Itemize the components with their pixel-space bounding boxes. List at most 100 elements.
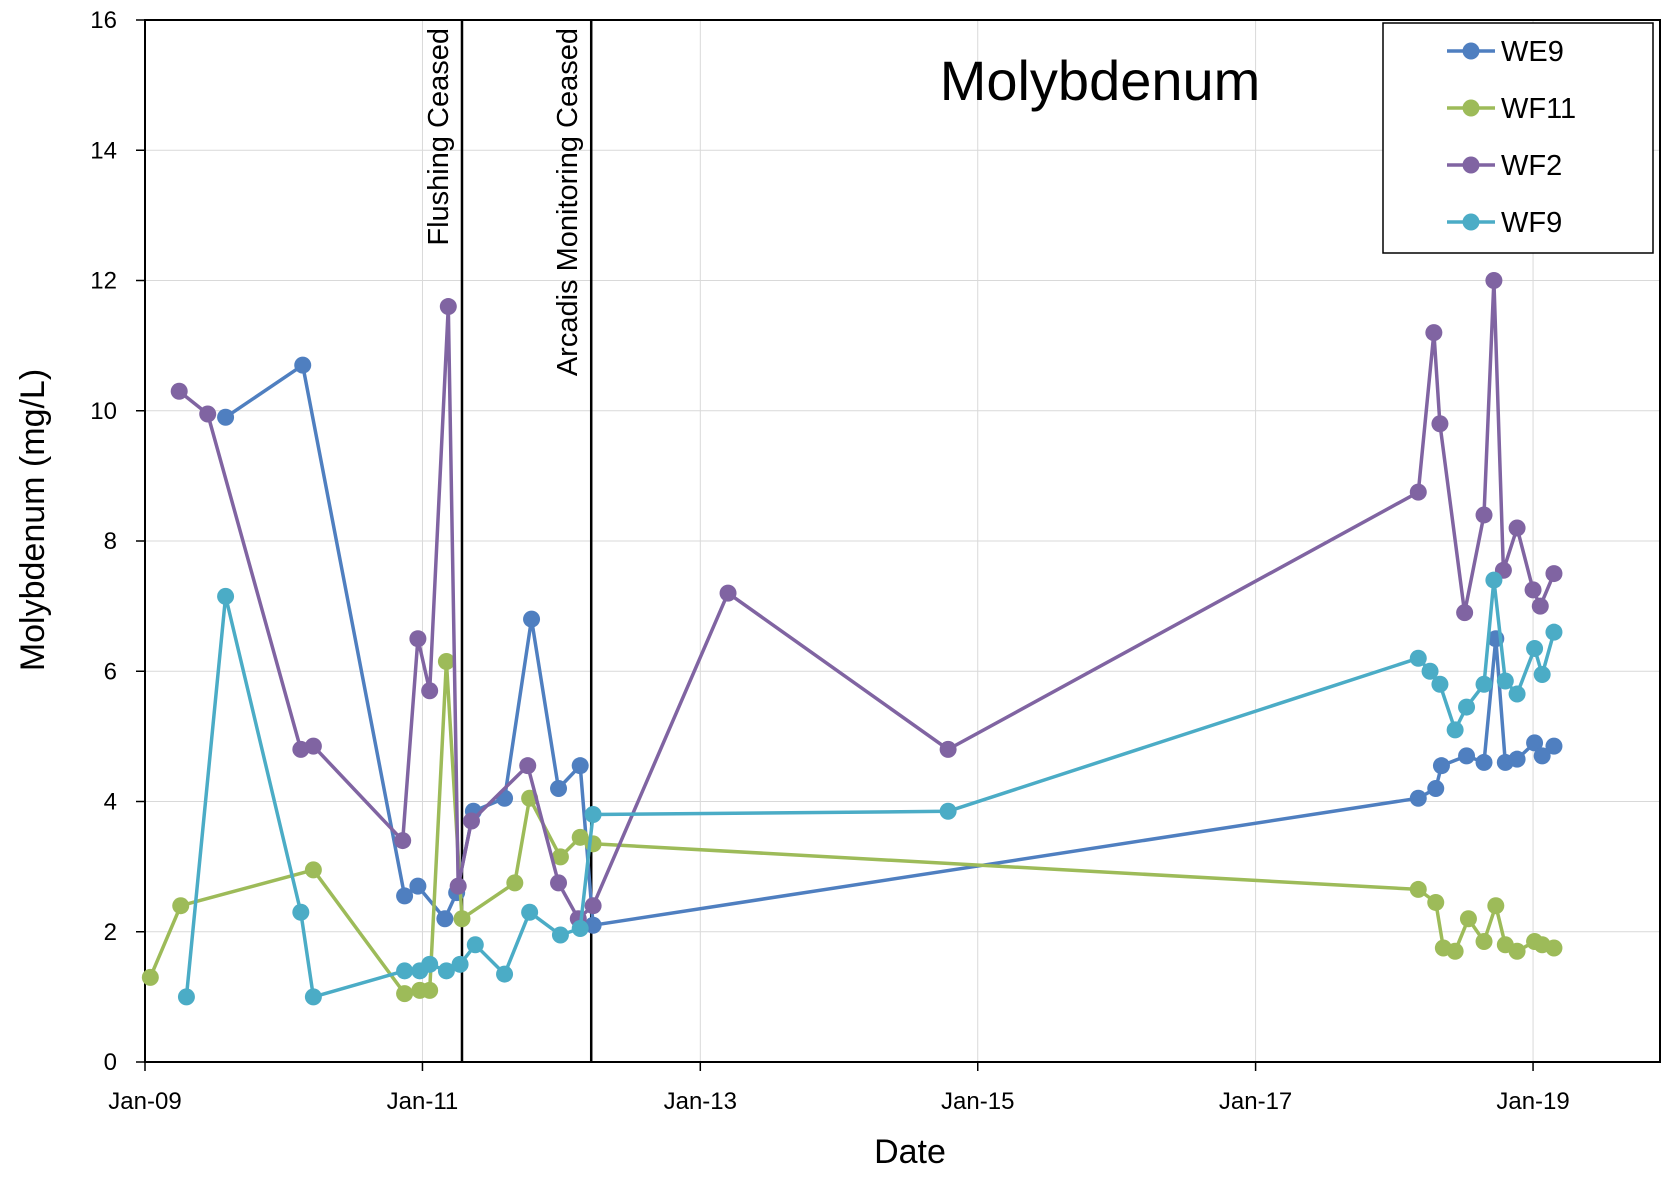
data-point — [217, 587, 235, 605]
data-point — [584, 835, 602, 853]
data-point — [437, 652, 455, 670]
data-point — [1409, 789, 1427, 807]
data-point — [1409, 649, 1427, 667]
data-point — [939, 802, 957, 820]
data-point — [571, 919, 589, 937]
data-point — [436, 910, 454, 928]
legend-swatch-marker — [1462, 213, 1480, 231]
data-point — [1496, 672, 1514, 690]
data-point — [1531, 597, 1549, 615]
data-point — [409, 630, 427, 648]
data-point — [170, 382, 188, 400]
annotation-label: Flushing Ceased — [423, 28, 455, 246]
y-axis-title: Molybdenum (mg/L) — [14, 369, 52, 671]
series-wf2 — [170, 272, 1563, 928]
data-point — [523, 610, 541, 628]
data-point — [1524, 581, 1542, 599]
x-tick-label: Jan-11 — [387, 1088, 459, 1115]
data-point — [449, 877, 467, 895]
y-tick-label: 2 — [104, 919, 117, 946]
data-point — [439, 298, 457, 316]
data-point — [1458, 698, 1476, 716]
data-point — [1508, 519, 1526, 537]
series-we9 — [217, 356, 1563, 934]
data-point — [199, 405, 217, 423]
data-point — [1487, 897, 1505, 915]
series-layer — [141, 272, 1563, 1006]
data-point — [292, 903, 310, 921]
data-point — [421, 955, 439, 973]
data-point — [421, 981, 439, 999]
data-point — [294, 356, 312, 374]
series-line — [184, 578, 1556, 999]
data-point — [550, 874, 568, 892]
data-point — [1409, 880, 1427, 898]
series-wf11 — [141, 652, 1563, 1003]
data-point — [1458, 747, 1476, 765]
y-tick-label: 4 — [104, 789, 117, 816]
data-point — [584, 916, 602, 934]
data-point — [466, 936, 484, 954]
data-point — [519, 757, 537, 775]
y-tick-label: 10 — [90, 398, 117, 425]
axes: 0 2 4 6 8 10 12 14 16 Jan-09 Jan-11 Jan-13 Jan-15 Jan… — [90, 7, 1569, 1115]
data-point — [304, 988, 322, 1006]
data-point — [584, 897, 602, 915]
data-point — [462, 812, 480, 830]
data-point — [1526, 734, 1544, 752]
data-point — [453, 910, 471, 928]
data-point — [1427, 779, 1445, 797]
data-point — [396, 887, 414, 905]
data-point — [1545, 623, 1563, 641]
x-tick-label: Jan-13 — [664, 1088, 737, 1115]
data-point — [1446, 721, 1464, 739]
data-point — [550, 779, 568, 797]
data-point — [217, 408, 235, 426]
data-point — [1431, 675, 1449, 693]
data-point — [1425, 324, 1443, 342]
data-point — [521, 903, 539, 921]
series-line — [224, 363, 1556, 927]
data-point — [1485, 272, 1503, 289]
data-point — [1485, 571, 1503, 589]
data-point — [177, 988, 195, 1006]
y-tick-label: 6 — [104, 658, 117, 685]
data-point — [437, 962, 455, 980]
x-tick-label: Jan-15 — [941, 1088, 1014, 1115]
data-point — [1475, 506, 1493, 524]
annotation-label: Arcadis Monitoring Ceased — [552, 28, 584, 376]
data-point — [1533, 747, 1551, 765]
legend-box — [1382, 22, 1654, 254]
data-point — [304, 737, 322, 755]
series-line — [178, 278, 1556, 921]
data-point — [396, 985, 414, 1003]
y-tick-label: 12 — [90, 268, 117, 295]
data-point — [1526, 639, 1544, 657]
x-axis-title: Date — [874, 1133, 946, 1171]
data-point — [551, 848, 569, 866]
data-point — [451, 955, 469, 973]
data-point — [584, 806, 602, 824]
legend-label: WE9 — [1501, 36, 1564, 68]
x-tick-label: Jan-09 — [108, 1088, 181, 1115]
legend-label: WF11 — [1501, 93, 1576, 125]
data-point — [1508, 685, 1526, 703]
data-point — [141, 968, 159, 986]
data-point — [1533, 666, 1551, 684]
data-point — [506, 874, 524, 892]
data-point — [1475, 753, 1493, 771]
legend-swatch-marker — [1462, 42, 1480, 60]
y-tick-label: 0 — [104, 1049, 117, 1076]
legend-label: WF9 — [1501, 207, 1562, 239]
legend-swatch-marker — [1462, 156, 1480, 174]
x-tick-label: Jan-19 — [1496, 1088, 1569, 1115]
legend-swatch-marker — [1462, 99, 1480, 117]
gridlines — [144, 19, 1660, 1063]
data-point — [396, 962, 414, 980]
data-point — [1456, 604, 1474, 622]
data-point — [409, 877, 427, 895]
data-point — [1545, 565, 1563, 583]
x-tick-label: Jan-17 — [1219, 1088, 1292, 1115]
data-point — [1545, 939, 1563, 957]
data-point — [1459, 910, 1477, 928]
